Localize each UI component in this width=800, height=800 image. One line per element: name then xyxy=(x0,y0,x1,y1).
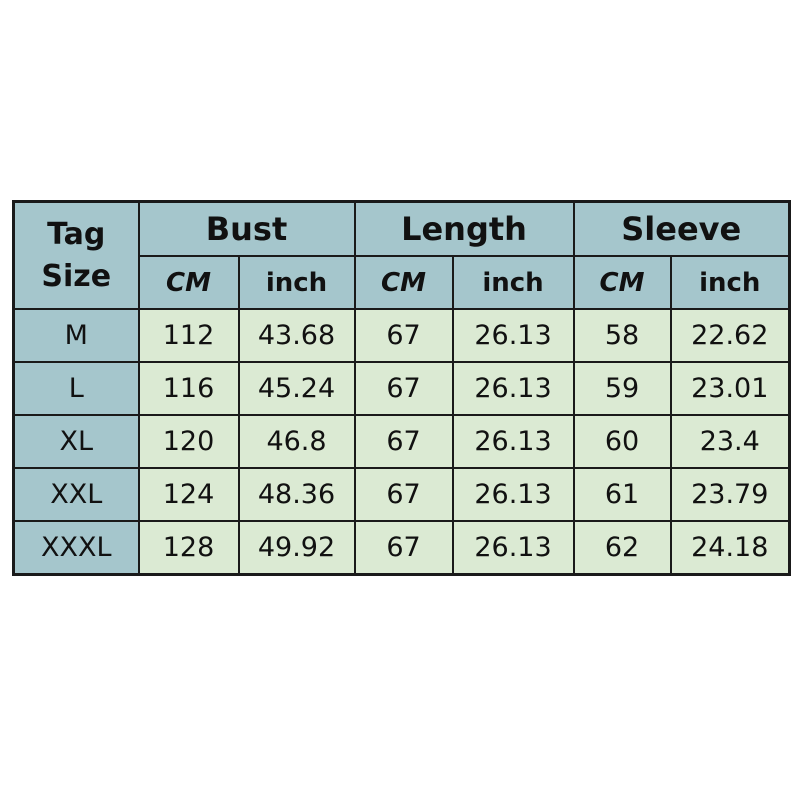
value-cell: 62 xyxy=(572,520,672,576)
bust-header: Bust xyxy=(137,200,356,257)
value-cell: 60 xyxy=(572,414,672,469)
table-row: L 116 45.24 67 26.13 59 23.01 xyxy=(12,361,791,416)
size-cell: XXXL xyxy=(12,520,140,576)
header-row-units: CM inch CM inch CM inch xyxy=(14,255,791,310)
value-cell: 23.01 xyxy=(669,361,791,416)
size-cell: L xyxy=(12,361,140,416)
unit-header: inch xyxy=(451,255,575,310)
value-cell: 124 xyxy=(137,467,240,522)
header-row-groups: Tag Size Bust Length Sleeve xyxy=(12,200,791,310)
value-cell: 58 xyxy=(572,308,672,363)
value-cell: 24.18 xyxy=(669,520,791,576)
size-cell: M xyxy=(12,308,140,363)
value-cell: 26.13 xyxy=(451,361,575,416)
length-header: Length xyxy=(353,200,575,257)
table-row: XXXL 128 49.92 67 26.13 62 24.18 xyxy=(12,520,791,576)
value-cell: 67 xyxy=(353,361,454,416)
size-cell: XXL xyxy=(12,467,140,522)
value-cell: 48.36 xyxy=(237,467,356,522)
value-cell: 67 xyxy=(353,308,454,363)
table-row: M 112 43.68 67 26.13 58 22.62 xyxy=(12,308,791,363)
tag-label: Tag xyxy=(47,216,106,252)
value-cell: 49.92 xyxy=(237,520,356,576)
value-cell: 26.13 xyxy=(451,308,575,363)
value-cell: 59 xyxy=(572,361,672,416)
value-cell: 128 xyxy=(137,520,240,576)
unit-header: inch xyxy=(237,255,356,310)
value-cell: 45.24 xyxy=(237,361,356,416)
size-label: Size xyxy=(41,258,112,294)
table-row: XL 120 46.8 67 26.13 60 23.4 xyxy=(12,414,791,469)
value-cell: 26.13 xyxy=(451,520,575,576)
table-row: XXL 124 48.36 67 26.13 61 23.79 xyxy=(12,467,791,522)
unit-header: CM xyxy=(572,255,672,310)
tag-size-header: Tag Size xyxy=(12,200,140,310)
size-chart-table: Tag Size Bust Length Sleeve CM inch CM in… xyxy=(12,200,791,576)
value-cell: 61 xyxy=(572,467,672,522)
value-cell: 26.13 xyxy=(451,467,575,522)
value-cell: 112 xyxy=(137,308,240,363)
size-cell: XL xyxy=(12,414,140,469)
unit-header: inch xyxy=(669,255,791,310)
value-cell: 67 xyxy=(353,467,454,522)
value-cell: 116 xyxy=(137,361,240,416)
sleeve-header: Sleeve xyxy=(572,200,791,257)
unit-header: CM xyxy=(137,255,240,310)
value-cell: 22.62 xyxy=(669,308,791,363)
unit-header: CM xyxy=(353,255,454,310)
value-cell: 23.4 xyxy=(669,414,791,469)
value-cell: 43.68 xyxy=(237,308,356,363)
value-cell: 23.79 xyxy=(669,467,791,522)
value-cell: 67 xyxy=(353,414,454,469)
value-cell: 46.8 xyxy=(237,414,356,469)
value-cell: 120 xyxy=(137,414,240,469)
value-cell: 67 xyxy=(353,520,454,576)
value-cell: 26.13 xyxy=(451,414,575,469)
